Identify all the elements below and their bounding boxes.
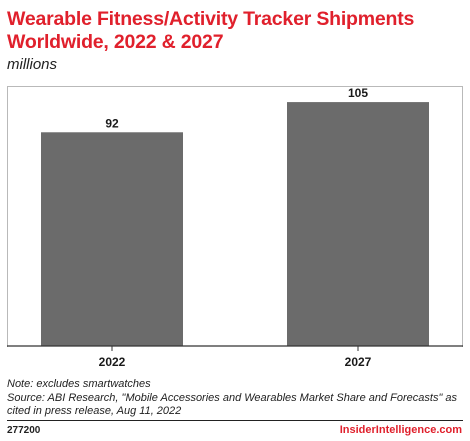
chart-id: 277200 xyxy=(7,425,41,436)
data-label: 92 xyxy=(105,116,119,130)
bar xyxy=(287,102,429,347)
x-tick-label: 2027 xyxy=(345,355,372,369)
brand-logo-text: InsiderIntelligence.com xyxy=(339,424,462,436)
chart-title: Wearable Fitness/Activity Tracker Shipme… xyxy=(7,8,415,53)
x-tick-label: 2022 xyxy=(99,355,126,369)
plot-frame xyxy=(7,86,463,347)
chart-notes: Note: excludes smartwatches Source: ABI … xyxy=(7,378,467,419)
footer-divider xyxy=(7,420,463,421)
note-text: Note: excludes smartwatches xyxy=(7,378,151,390)
source-text: Source: ABI Research, "Mobile Accessorie… xyxy=(7,391,458,418)
plot-top-border xyxy=(7,86,463,87)
bar xyxy=(41,132,183,346)
data-label: 105 xyxy=(348,86,368,100)
chart-subtitle: millions xyxy=(7,56,58,73)
